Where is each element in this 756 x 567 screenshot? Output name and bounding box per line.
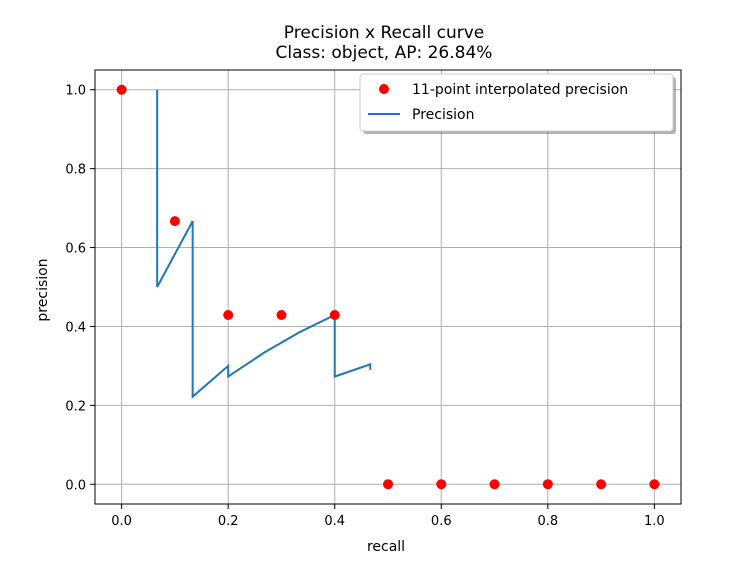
grid (95, 70, 681, 504)
x-tick-label: 0.6 (431, 514, 452, 529)
interpolated-point (223, 310, 234, 321)
legend-label-interpolated: 11-point interpolated precision (412, 82, 628, 98)
interpolated-point (436, 479, 447, 490)
y-tick-label: 0.0 (65, 478, 86, 493)
legend: 11-point interpolated precision Precisio… (359, 73, 676, 134)
interpolated-point (489, 479, 500, 490)
precision-line (156, 89, 372, 399)
x-tick-label: 0.8 (537, 514, 558, 529)
y-tick-label: 0.2 (65, 399, 86, 414)
y-tick-label: 0.4 (65, 320, 86, 335)
interpolated-point (276, 310, 287, 321)
interpolated-point (649, 479, 660, 490)
x-tick-label: 1.0 (644, 514, 665, 529)
legend-box (359, 73, 674, 132)
x-tick-label: 0.4 (324, 514, 345, 529)
x-tick-label: 0.2 (218, 514, 239, 529)
x-tick-label: 0.0 (111, 514, 132, 529)
interpolated-point (383, 479, 393, 490)
legend-label-precision: Precision (412, 107, 474, 123)
interpolated-point (329, 310, 340, 321)
interpolated-point (116, 84, 127, 95)
y-axis-label: precision (35, 258, 51, 321)
y-tick-label: 0.6 (65, 242, 86, 257)
y-tick-label: 1.0 (65, 84, 86, 99)
ticks: 0.0 0.2 0.4 0.6 0.8 1.0 0.0 0.2 0.4 0.6 0.8 1.0 (65, 84, 664, 529)
chart-title: Precision x Recall curve (284, 23, 484, 43)
interpolated-point (596, 479, 607, 490)
y-tick-label: 0.8 (65, 163, 86, 178)
interpolated-point (542, 479, 553, 490)
interpolated-point (169, 216, 180, 227)
plot-series (116, 84, 660, 490)
axes-frame (94, 69, 682, 505)
chart-subtitle: Class: object, AP: 26.84% (276, 43, 493, 63)
legend-marker-interpolated (379, 84, 389, 94)
x-axis-label: recall (367, 539, 405, 555)
